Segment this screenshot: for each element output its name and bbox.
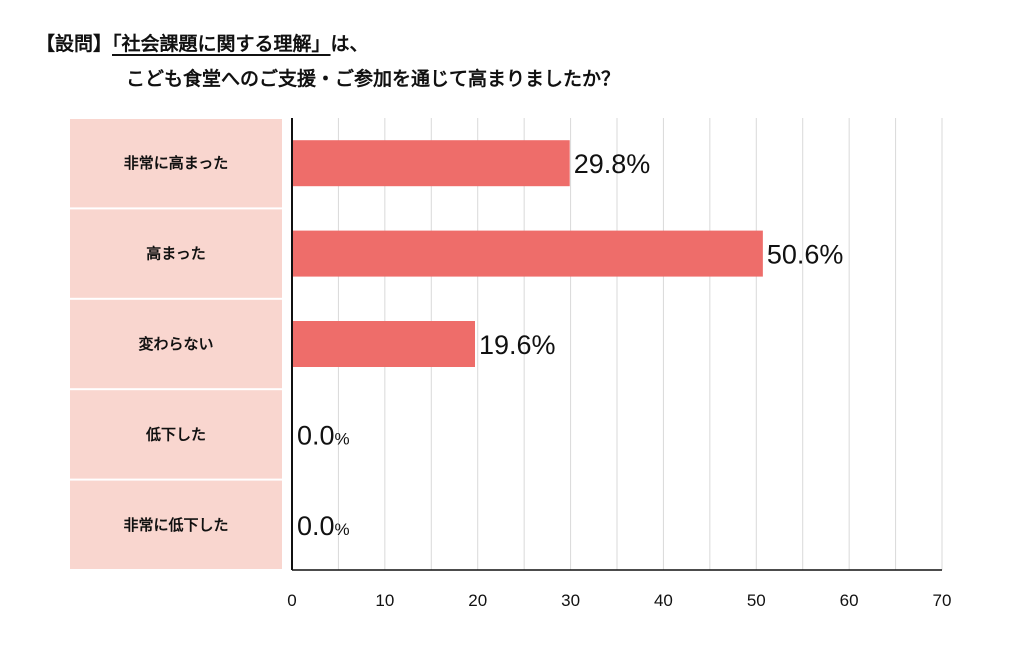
- category-label: 低下した: [145, 425, 206, 443]
- value-label: 29.8%: [574, 149, 651, 179]
- category-panel: [70, 390, 282, 479]
- x-tick-label: 20: [468, 591, 487, 610]
- category-label: 非常に低下した: [123, 516, 228, 534]
- category-panel: [70, 209, 282, 298]
- x-tick-label: 10: [375, 591, 394, 610]
- x-tick-label: 30: [561, 591, 580, 610]
- category-panel: [70, 299, 282, 389]
- category-panel: [70, 480, 282, 569]
- value-label: 0.0%: [297, 511, 350, 541]
- question-title-line-1: 【設問】「社会課題に関する理解」は、: [36, 35, 369, 54]
- value-label: 19.6%: [479, 330, 556, 360]
- bar: [293, 230, 763, 277]
- category-label: 変わらない: [138, 335, 213, 353]
- question-title-line-2: こども食堂へのご支援・ご参加を通じて高まりましたか？: [126, 68, 621, 90]
- question-prefix: 【設問】: [36, 33, 113, 55]
- bar: [293, 140, 570, 187]
- bar: [293, 321, 475, 367]
- x-tick-label: 50: [747, 591, 766, 610]
- question-rest: は、: [330, 33, 369, 55]
- category-label: 高まった: [146, 245, 205, 263]
- question-topic: 「社会課題に関する理解」: [112, 33, 331, 55]
- x-tick-label: 70: [933, 591, 952, 610]
- x-tick-label: 40: [654, 591, 673, 610]
- value-label: 50.6%: [767, 240, 844, 270]
- x-tick-label: 60: [840, 591, 859, 610]
- category-panel: [70, 119, 282, 208]
- x-tick-label: 0: [287, 591, 296, 610]
- category-label: 非常に高まった: [124, 154, 228, 172]
- value-label: 0.0%: [297, 420, 350, 450]
